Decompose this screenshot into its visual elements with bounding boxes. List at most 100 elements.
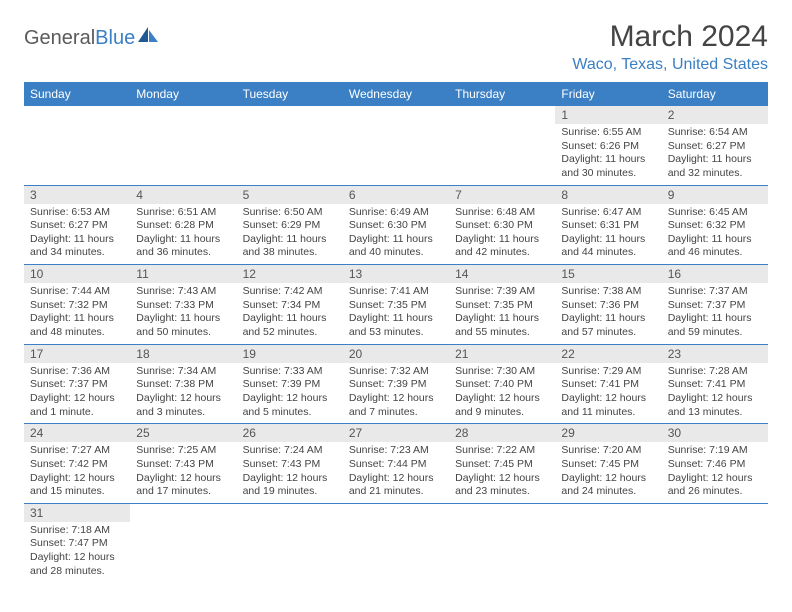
header: GeneralBlue March 2024 Waco, Texas, Unit…	[24, 20, 768, 74]
day-number: 15	[555, 265, 661, 283]
sunset-text: Sunset: 6:28 PM	[136, 219, 230, 233]
day-cell: 25Sunrise: 7:25 AMSunset: 7:43 PMDayligh…	[130, 424, 236, 504]
day-body: Sunrise: 6:53 AMSunset: 6:27 PMDaylight:…	[24, 204, 130, 265]
day-body: Sunrise: 7:33 AMSunset: 7:39 PMDaylight:…	[237, 363, 343, 424]
day-body: Sunrise: 7:27 AMSunset: 7:42 PMDaylight:…	[24, 442, 130, 503]
day-cell: 22Sunrise: 7:29 AMSunset: 7:41 PMDayligh…	[555, 344, 661, 424]
sunset-text: Sunset: 7:35 PM	[349, 299, 443, 313]
sunrise-text: Sunrise: 7:38 AM	[561, 285, 655, 299]
day-cell	[24, 106, 130, 185]
day-number: 3	[24, 186, 130, 204]
sunrise-text: Sunrise: 7:37 AM	[668, 285, 762, 299]
day-body: Sunrise: 7:24 AMSunset: 7:43 PMDaylight:…	[237, 442, 343, 503]
week-row: 31Sunrise: 7:18 AMSunset: 7:47 PMDayligh…	[24, 503, 768, 582]
sunrise-text: Sunrise: 7:18 AM	[30, 524, 124, 538]
day-cell: 12Sunrise: 7:42 AMSunset: 7:34 PMDayligh…	[237, 265, 343, 345]
day-cell: 20Sunrise: 7:32 AMSunset: 7:39 PMDayligh…	[343, 344, 449, 424]
day-body: Sunrise: 7:41 AMSunset: 7:35 PMDaylight:…	[343, 283, 449, 344]
sunrise-text: Sunrise: 6:45 AM	[668, 206, 762, 220]
daylight-text: Daylight: 11 hours and 50 minutes.	[136, 312, 230, 339]
day-cell	[555, 503, 661, 582]
title-block: March 2024 Waco, Texas, United States	[572, 20, 768, 74]
sunrise-text: Sunrise: 6:53 AM	[30, 206, 124, 220]
day-cell: 3Sunrise: 6:53 AMSunset: 6:27 PMDaylight…	[24, 185, 130, 265]
day-number: 27	[343, 424, 449, 442]
day-cell: 18Sunrise: 7:34 AMSunset: 7:38 PMDayligh…	[130, 344, 236, 424]
day-cell: 29Sunrise: 7:20 AMSunset: 7:45 PMDayligh…	[555, 424, 661, 504]
day-body: Sunrise: 6:55 AMSunset: 6:26 PMDaylight:…	[555, 124, 661, 185]
day-body: Sunrise: 7:38 AMSunset: 7:36 PMDaylight:…	[555, 283, 661, 344]
day-cell: 17Sunrise: 7:36 AMSunset: 7:37 PMDayligh…	[24, 344, 130, 424]
sunrise-text: Sunrise: 6:50 AM	[243, 206, 337, 220]
day-cell	[343, 503, 449, 582]
day-header-row: Sunday Monday Tuesday Wednesday Thursday…	[24, 82, 768, 106]
daylight-text: Daylight: 11 hours and 48 minutes.	[30, 312, 124, 339]
sunrise-text: Sunrise: 7:25 AM	[136, 444, 230, 458]
day-number: 29	[555, 424, 661, 442]
daylight-text: Daylight: 11 hours and 38 minutes.	[243, 233, 337, 260]
day-body: Sunrise: 6:49 AMSunset: 6:30 PMDaylight:…	[343, 204, 449, 265]
daylight-text: Daylight: 11 hours and 53 minutes.	[349, 312, 443, 339]
day-number: 28	[449, 424, 555, 442]
col-sun: Sunday	[24, 82, 130, 106]
day-body: Sunrise: 7:42 AMSunset: 7:34 PMDaylight:…	[237, 283, 343, 344]
daylight-text: Daylight: 11 hours and 55 minutes.	[455, 312, 549, 339]
day-body: Sunrise: 7:23 AMSunset: 7:44 PMDaylight:…	[343, 442, 449, 503]
day-number: 4	[130, 186, 236, 204]
daylight-text: Daylight: 12 hours and 17 minutes.	[136, 472, 230, 499]
day-number: 11	[130, 265, 236, 283]
daylight-text: Daylight: 11 hours and 40 minutes.	[349, 233, 443, 260]
sunset-text: Sunset: 7:41 PM	[561, 378, 655, 392]
day-number: 5	[237, 186, 343, 204]
day-cell	[237, 106, 343, 185]
sunset-text: Sunset: 7:35 PM	[455, 299, 549, 313]
day-cell: 8Sunrise: 6:47 AMSunset: 6:31 PMDaylight…	[555, 185, 661, 265]
daylight-text: Daylight: 12 hours and 13 minutes.	[668, 392, 762, 419]
col-fri: Friday	[555, 82, 661, 106]
sunrise-text: Sunrise: 6:54 AM	[668, 126, 762, 140]
day-cell: 6Sunrise: 6:49 AMSunset: 6:30 PMDaylight…	[343, 185, 449, 265]
sunset-text: Sunset: 7:45 PM	[455, 458, 549, 472]
daylight-text: Daylight: 11 hours and 34 minutes.	[30, 233, 124, 260]
daylight-text: Daylight: 12 hours and 15 minutes.	[30, 472, 124, 499]
day-body: Sunrise: 7:44 AMSunset: 7:32 PMDaylight:…	[24, 283, 130, 344]
day-body: Sunrise: 7:30 AMSunset: 7:40 PMDaylight:…	[449, 363, 555, 424]
day-cell: 11Sunrise: 7:43 AMSunset: 7:33 PMDayligh…	[130, 265, 236, 345]
day-body: Sunrise: 7:34 AMSunset: 7:38 PMDaylight:…	[130, 363, 236, 424]
sunset-text: Sunset: 7:47 PM	[30, 537, 124, 551]
day-body: Sunrise: 6:50 AMSunset: 6:29 PMDaylight:…	[237, 204, 343, 265]
sunrise-text: Sunrise: 6:48 AM	[455, 206, 549, 220]
day-cell: 27Sunrise: 7:23 AMSunset: 7:44 PMDayligh…	[343, 424, 449, 504]
day-number: 14	[449, 265, 555, 283]
daylight-text: Daylight: 11 hours and 30 minutes.	[561, 153, 655, 180]
day-body: Sunrise: 7:37 AMSunset: 7:37 PMDaylight:…	[662, 283, 768, 344]
day-body: Sunrise: 7:20 AMSunset: 7:45 PMDaylight:…	[555, 442, 661, 503]
day-body: Sunrise: 7:39 AMSunset: 7:35 PMDaylight:…	[449, 283, 555, 344]
day-cell	[130, 503, 236, 582]
daylight-text: Daylight: 12 hours and 28 minutes.	[30, 551, 124, 578]
daylight-text: Daylight: 11 hours and 57 minutes.	[561, 312, 655, 339]
daylight-text: Daylight: 12 hours and 3 minutes.	[136, 392, 230, 419]
day-number: 8	[555, 186, 661, 204]
sunset-text: Sunset: 7:37 PM	[668, 299, 762, 313]
day-cell: 24Sunrise: 7:27 AMSunset: 7:42 PMDayligh…	[24, 424, 130, 504]
sunset-text: Sunset: 7:45 PM	[561, 458, 655, 472]
daylight-text: Daylight: 12 hours and 23 minutes.	[455, 472, 549, 499]
day-cell	[449, 503, 555, 582]
daylight-text: Daylight: 12 hours and 24 minutes.	[561, 472, 655, 499]
day-number: 1	[555, 106, 661, 124]
daylight-text: Daylight: 12 hours and 11 minutes.	[561, 392, 655, 419]
daylight-text: Daylight: 12 hours and 5 minutes.	[243, 392, 337, 419]
sunrise-text: Sunrise: 7:34 AM	[136, 365, 230, 379]
day-number: 2	[662, 106, 768, 124]
day-cell: 15Sunrise: 7:38 AMSunset: 7:36 PMDayligh…	[555, 265, 661, 345]
daylight-text: Daylight: 11 hours and 44 minutes.	[561, 233, 655, 260]
day-cell: 5Sunrise: 6:50 AMSunset: 6:29 PMDaylight…	[237, 185, 343, 265]
sunrise-text: Sunrise: 7:19 AM	[668, 444, 762, 458]
day-number: 26	[237, 424, 343, 442]
day-number: 22	[555, 345, 661, 363]
sunset-text: Sunset: 7:32 PM	[30, 299, 124, 313]
sail-icon	[137, 26, 159, 50]
day-body: Sunrise: 7:19 AMSunset: 7:46 PMDaylight:…	[662, 442, 768, 503]
sunrise-text: Sunrise: 7:41 AM	[349, 285, 443, 299]
